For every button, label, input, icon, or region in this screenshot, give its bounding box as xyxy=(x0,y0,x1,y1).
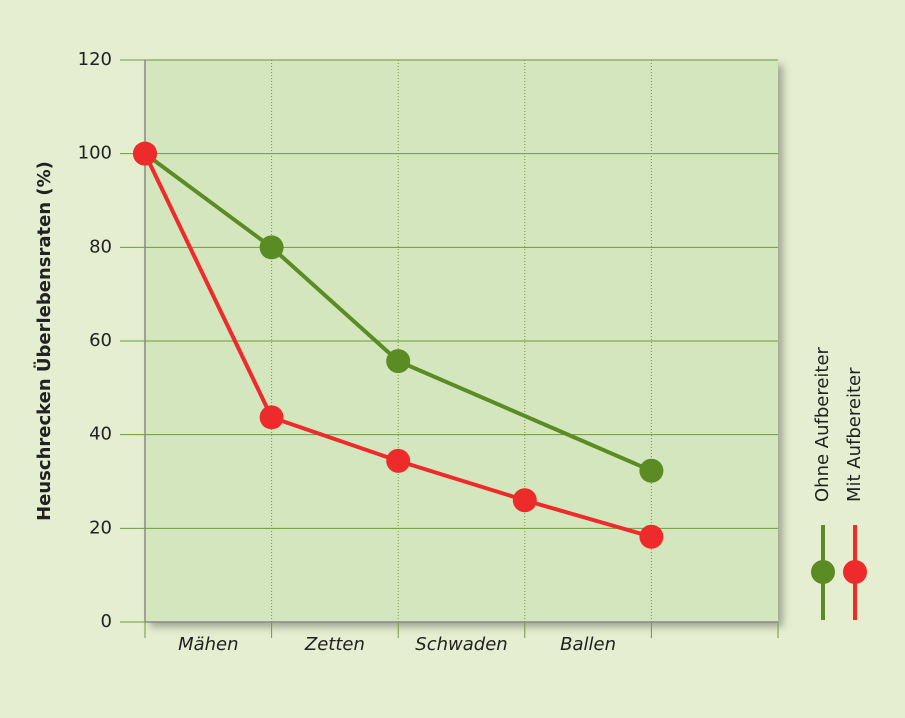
data-point xyxy=(512,488,537,513)
legend-label: Mit Aufbereiter xyxy=(844,367,865,502)
x-tick-label: Zetten xyxy=(304,634,365,655)
data-point xyxy=(639,524,664,549)
data-point xyxy=(639,458,664,483)
legend-symbol xyxy=(811,560,835,584)
data-point xyxy=(259,235,284,260)
y-tick-label: 100 xyxy=(78,143,112,164)
data-point xyxy=(259,405,284,430)
y-tick-label: 40 xyxy=(89,424,112,445)
y-tick-label: 80 xyxy=(89,236,112,257)
y-tick-label: 60 xyxy=(89,330,112,351)
x-tick-label: Ballen xyxy=(560,634,616,655)
legend-symbol xyxy=(843,560,867,584)
data-point xyxy=(386,448,411,473)
x-tick-label: Mähen xyxy=(178,634,238,655)
y-tick-label: 0 xyxy=(101,611,112,632)
data-point xyxy=(133,141,157,166)
series-line xyxy=(143,152,653,473)
y-tick-label: 20 xyxy=(89,517,112,538)
y-axis-label: Heuschrecken Überlebensraten (%) xyxy=(33,161,55,521)
data-point xyxy=(386,349,411,374)
x-tick-label: Schwaden xyxy=(415,634,507,655)
y-tick-label: 120 xyxy=(78,49,112,70)
legend-label: Ohne Aufbereiter xyxy=(812,346,833,502)
